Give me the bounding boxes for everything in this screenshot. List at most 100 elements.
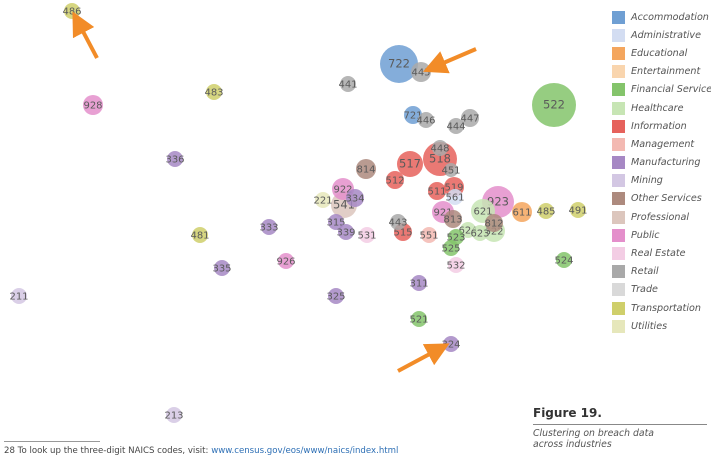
point-label: 483 [204, 88, 223, 99]
data-point-721: 721 [403, 106, 423, 124]
point-label: 451 [441, 166, 460, 177]
legend-item: Mining [612, 172, 711, 190]
legend-item: Management [612, 135, 711, 153]
point-marker [447, 189, 463, 205]
legend-item: Professional [612, 208, 711, 226]
data-point-812: 812 [484, 214, 504, 232]
data-point-325: 325 [326, 288, 346, 304]
point-marker [443, 240, 459, 256]
point-label: 512 [385, 176, 404, 187]
data-point-311: 311 [409, 275, 429, 291]
data-point-512: 512 [385, 171, 405, 189]
point-marker [328, 288, 344, 304]
data-point-551: 551 [419, 227, 439, 243]
point-label: 523 [446, 233, 465, 244]
data-point-324: 324 [441, 336, 461, 352]
point-label: 311 [409, 279, 428, 290]
point-label: 532 [446, 261, 465, 272]
legend-swatch [612, 10, 625, 24]
point-marker [346, 189, 364, 207]
point-marker [485, 214, 503, 232]
point-label: 524 [554, 256, 573, 267]
point-label: 447 [460, 114, 479, 125]
data-point-451: 451 [441, 163, 461, 177]
data-point-481: 481 [190, 227, 210, 243]
point-label: 813 [443, 215, 462, 226]
footnote-divider [4, 441, 100, 442]
point-label: 325 [326, 292, 345, 303]
point-marker [278, 253, 294, 269]
data-point-531: 531 [357, 227, 377, 243]
data-point-624: 624 [458, 222, 478, 238]
point-marker [397, 151, 423, 177]
point-label: 324 [441, 340, 460, 351]
point-marker [328, 214, 344, 230]
legend-swatch [612, 228, 625, 242]
legend-label: Real Estate [631, 248, 686, 260]
legend-item: Entertainment [612, 63, 711, 81]
point-marker [461, 109, 479, 127]
data-point-928: 928 [83, 95, 103, 115]
point-marker [206, 84, 222, 100]
point-label: 551 [419, 231, 438, 242]
point-label: 611 [512, 208, 531, 219]
legend-item: Manufacturing [612, 154, 711, 172]
point-label: 621 [473, 207, 492, 218]
point-label: 623 [470, 229, 489, 240]
point-marker [460, 222, 476, 238]
data-point-485: 485 [536, 203, 556, 219]
point-marker [418, 112, 434, 128]
data-point-441: 441 [338, 76, 358, 92]
point-label: 921 [433, 208, 452, 219]
point-label: 485 [536, 207, 555, 218]
point-marker [214, 260, 230, 276]
point-marker [11, 288, 27, 304]
point-marker [338, 224, 354, 240]
point-label: 336 [165, 155, 184, 166]
point-marker [411, 311, 427, 327]
data-point-211: 211 [9, 288, 29, 304]
point-label: 315 [326, 218, 345, 229]
point-marker [390, 214, 406, 230]
footnote-link[interactable]: www.census.gov/eos/www/naics/index.html [211, 446, 399, 456]
point-label: 491 [568, 206, 587, 217]
legend-swatch [612, 265, 625, 279]
legend-label: Mining [631, 175, 663, 187]
point-label: 525 [441, 244, 460, 255]
legend-item: Accommodation [612, 8, 711, 26]
point-marker [380, 45, 418, 83]
data-point-511: 511 [427, 182, 447, 200]
point-marker [404, 106, 422, 124]
legend-swatch [612, 174, 625, 188]
data-point-445: 445 [411, 62, 431, 82]
point-label: 448 [430, 144, 449, 155]
data-point-444: 444 [446, 118, 466, 134]
point-label: 561 [445, 193, 464, 204]
data-point-814: 814 [356, 159, 376, 179]
point-label: 814 [356, 165, 375, 176]
point-label: 334 [345, 194, 364, 205]
data-point-486: 486 [62, 3, 82, 19]
legend-swatch [612, 319, 625, 333]
figure-divider [533, 424, 707, 425]
point-marker [444, 163, 458, 177]
points-layer: 5227225189235175416219229216224459288145… [9, 3, 588, 423]
point-marker [448, 257, 464, 273]
legend-label: Manufacturing [631, 157, 701, 169]
legend-item: Healthcare [612, 99, 711, 117]
legend-swatch [612, 28, 625, 42]
point-marker [421, 227, 437, 243]
point-label: 213 [164, 411, 183, 422]
legend-label: Management [631, 138, 695, 150]
point-marker [448, 118, 464, 134]
data-point-334: 334 [345, 189, 365, 207]
footnote-text: 28 To look up the three-digit NAICS code… [4, 446, 212, 456]
point-marker [386, 171, 404, 189]
legend-label: Utilities [631, 320, 668, 332]
point-label: 518 [429, 152, 451, 166]
legend-item: Real Estate [612, 244, 711, 262]
point-label: 486 [62, 7, 81, 18]
legend-item: Public [612, 226, 711, 244]
data-point-315: 315 [326, 214, 346, 230]
legend-swatch [612, 83, 625, 97]
